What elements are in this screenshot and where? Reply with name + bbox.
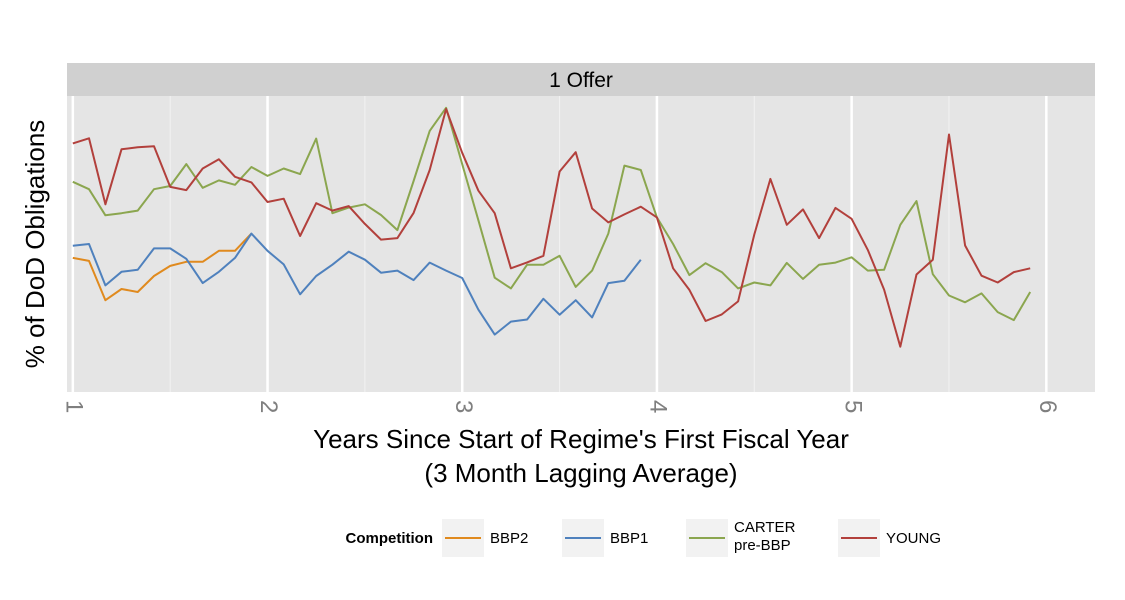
x-tick-label: 1 (60, 400, 87, 413)
x-axis-ticks: 1 2 3 4 5 6 (60, 400, 1060, 413)
panel-title: 1 Offer (549, 69, 613, 92)
legend-label: BBP1 (610, 530, 648, 547)
x-tick-label: 3 (450, 400, 477, 413)
x-tick-label: 2 (255, 400, 282, 413)
series-line (72, 232, 253, 302)
plot-background (67, 96, 1095, 392)
legend-label: BBP2 (490, 530, 528, 547)
panel: 1 Offer (67, 63, 1095, 392)
x-tick-label: 5 (839, 400, 866, 413)
series-lines (72, 106, 1032, 348)
legend-label: YOUNG (886, 530, 941, 547)
series-line (72, 108, 1031, 348)
x-axis-title: Years Since Start of Regime's First Fisc… (313, 424, 849, 454)
grid-major (71, 96, 1048, 392)
x-tick-label: 6 (1034, 400, 1061, 413)
x-axis-subtitle: (3 Month Lagging Average) (424, 458, 737, 488)
legend-label: CARTER pre-BBP (734, 519, 796, 554)
legend: Competition BBP2 BBP1 CARTER pre-BBP YOUNG (346, 519, 941, 557)
x-tick-label: 4 (645, 400, 672, 413)
y-axis-title: % of DoD Obligations (20, 120, 50, 369)
series-line (72, 106, 1032, 322)
grid-minor (169, 96, 950, 392)
series-line (72, 232, 642, 336)
panel-strip (67, 63, 1095, 96)
legend-title: Competition (346, 530, 434, 547)
